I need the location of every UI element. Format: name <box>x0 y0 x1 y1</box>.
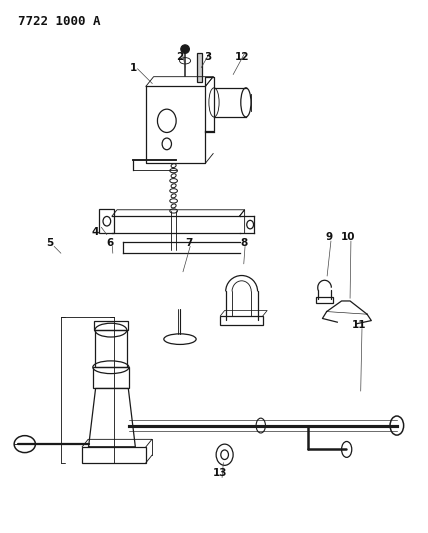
Ellipse shape <box>181 45 189 53</box>
Text: 6: 6 <box>106 238 113 248</box>
Bar <box>82 447 146 463</box>
Text: 5: 5 <box>47 238 54 248</box>
Text: 13: 13 <box>213 469 228 478</box>
Text: 7: 7 <box>185 238 192 248</box>
Text: 10: 10 <box>341 232 355 243</box>
Text: 8: 8 <box>240 238 247 248</box>
Bar <box>99 209 114 233</box>
Bar <box>94 320 128 330</box>
Text: 2: 2 <box>176 52 184 62</box>
Bar <box>95 330 127 367</box>
Text: 4: 4 <box>91 227 98 237</box>
Text: 3: 3 <box>204 52 211 62</box>
Text: 11: 11 <box>351 320 366 330</box>
Bar <box>93 367 129 389</box>
Bar <box>196 53 202 82</box>
Bar <box>316 297 333 303</box>
Text: 1: 1 <box>130 63 137 72</box>
Text: 12: 12 <box>235 52 249 62</box>
Text: 7722 1000 A: 7722 1000 A <box>18 14 101 28</box>
Bar <box>220 316 263 325</box>
Text: 9: 9 <box>325 232 333 243</box>
